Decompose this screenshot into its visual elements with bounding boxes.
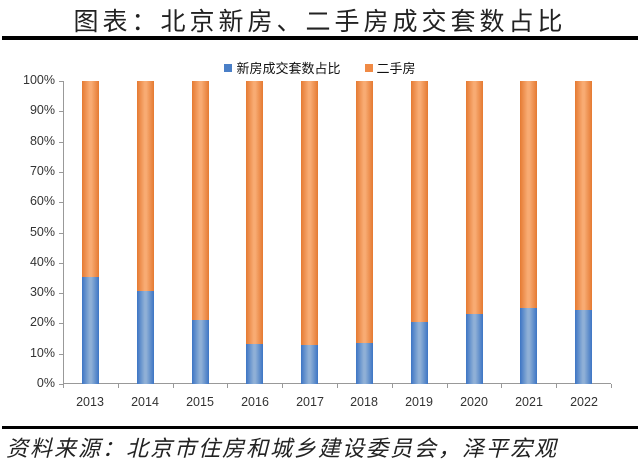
bar-segment-new-homes [137,290,154,384]
y-axis [63,81,64,384]
y-tick-label: 100% [23,73,55,87]
y-tick-label: 70% [29,163,55,178]
bar-2013 [82,81,99,384]
bar-2015 [192,81,209,384]
bar-segment-second-hand [82,81,99,278]
x-tick [63,384,64,388]
bar-segment-new-homes [246,343,263,384]
legend-label-new-homes: 新房成交套数占比 [236,62,341,77]
bar-2020 [466,81,483,384]
y-tick-label: 60% [29,194,55,209]
x-tick [282,384,283,388]
y-tick [59,202,63,203]
y-tick [59,111,63,112]
bar-2019 [411,81,428,384]
x-tick-label: 2014 [131,395,159,409]
x-tick-label: 2020 [460,395,488,409]
y-tick [59,81,63,82]
y-tick [59,233,63,234]
source-note: 资料来源：北京市住房和城乡建设委员会，泽平宏观 [6,437,559,462]
legend-swatch-second-hand [364,63,373,72]
x-tick [501,384,502,388]
x-tick [611,384,612,388]
legend: 新房成交套数占比 二手房 [0,58,640,77]
bar-segment-second-hand [575,81,592,311]
y-tick [59,354,63,355]
bar-segment-new-homes [411,321,428,384]
x-axis [63,383,611,384]
x-tick-label: 2021 [515,395,543,409]
x-tick [173,384,174,388]
y-tick-label: 50% [29,224,55,239]
bar-segment-second-hand [301,81,318,345]
x-tick [392,384,393,388]
y-tick-label: 80% [29,133,55,148]
bar-2022 [575,81,592,384]
bar-segment-new-homes [575,310,592,384]
y-tick-label: 40% [29,254,55,269]
bar-2014 [137,81,154,384]
x-tick-label: 2022 [570,395,598,409]
legend-label-second-hand: 二手房 [376,62,416,77]
stacked-bar-chart: 0% 10% 20% 30% 40% 50% 60% 70% 80% 90% 100% 2013 201… [23,73,612,409]
bar-segment-new-homes [466,314,483,384]
y-tick [59,384,63,385]
legend-item-second-hand: 二手房 [364,58,416,77]
y-tick-label: 90% [29,103,55,118]
y-tick [59,172,63,173]
x-tick [556,384,557,388]
x-tick-label: 2013 [76,395,104,409]
bar-segment-new-homes [301,344,318,384]
bar-segment-second-hand [192,81,209,321]
bar-segment-second-hand [466,81,483,315]
top-divider [2,36,638,40]
x-tick [337,384,338,388]
bar-segment-second-hand [356,81,373,343]
bar-2018 [356,81,373,384]
legend-item-new-homes: 新房成交套数占比 [224,58,341,77]
y-tick-label: 0% [36,376,55,390]
x-tick [447,384,448,388]
bar-segment-second-hand [520,81,537,308]
x-tick-label: 2018 [350,395,378,409]
bar-segment-second-hand [246,81,263,344]
y-tick-label: 30% [29,285,55,300]
bar-segment-new-homes [192,320,209,384]
bar-segment-second-hand [411,81,428,322]
bar-segment-new-homes [356,342,373,384]
x-tick-label: 2017 [296,395,324,409]
x-tick-label: 2019 [405,395,433,409]
x-tick [227,384,228,388]
bar-segment-new-homes [520,307,537,384]
y-tick [59,263,63,264]
bar-2017 [301,81,318,384]
y-tick-label: 10% [29,345,55,360]
y-tick [59,323,63,324]
bar-2016 [246,81,263,384]
x-tick-label: 2016 [241,395,269,409]
bar-segment-second-hand [137,81,154,291]
bar-2021 [520,81,537,384]
bottom-divider [2,426,638,429]
x-tick-label: 2015 [186,395,214,409]
chart-title: 图表：北京新房、二手房成交套数占比 [73,7,567,36]
y-tick-label: 20% [29,315,55,330]
bar-segment-new-homes [82,277,99,384]
y-tick [59,142,63,143]
y-tick [59,293,63,294]
legend-swatch-new-homes [224,63,233,72]
x-tick [118,384,119,388]
